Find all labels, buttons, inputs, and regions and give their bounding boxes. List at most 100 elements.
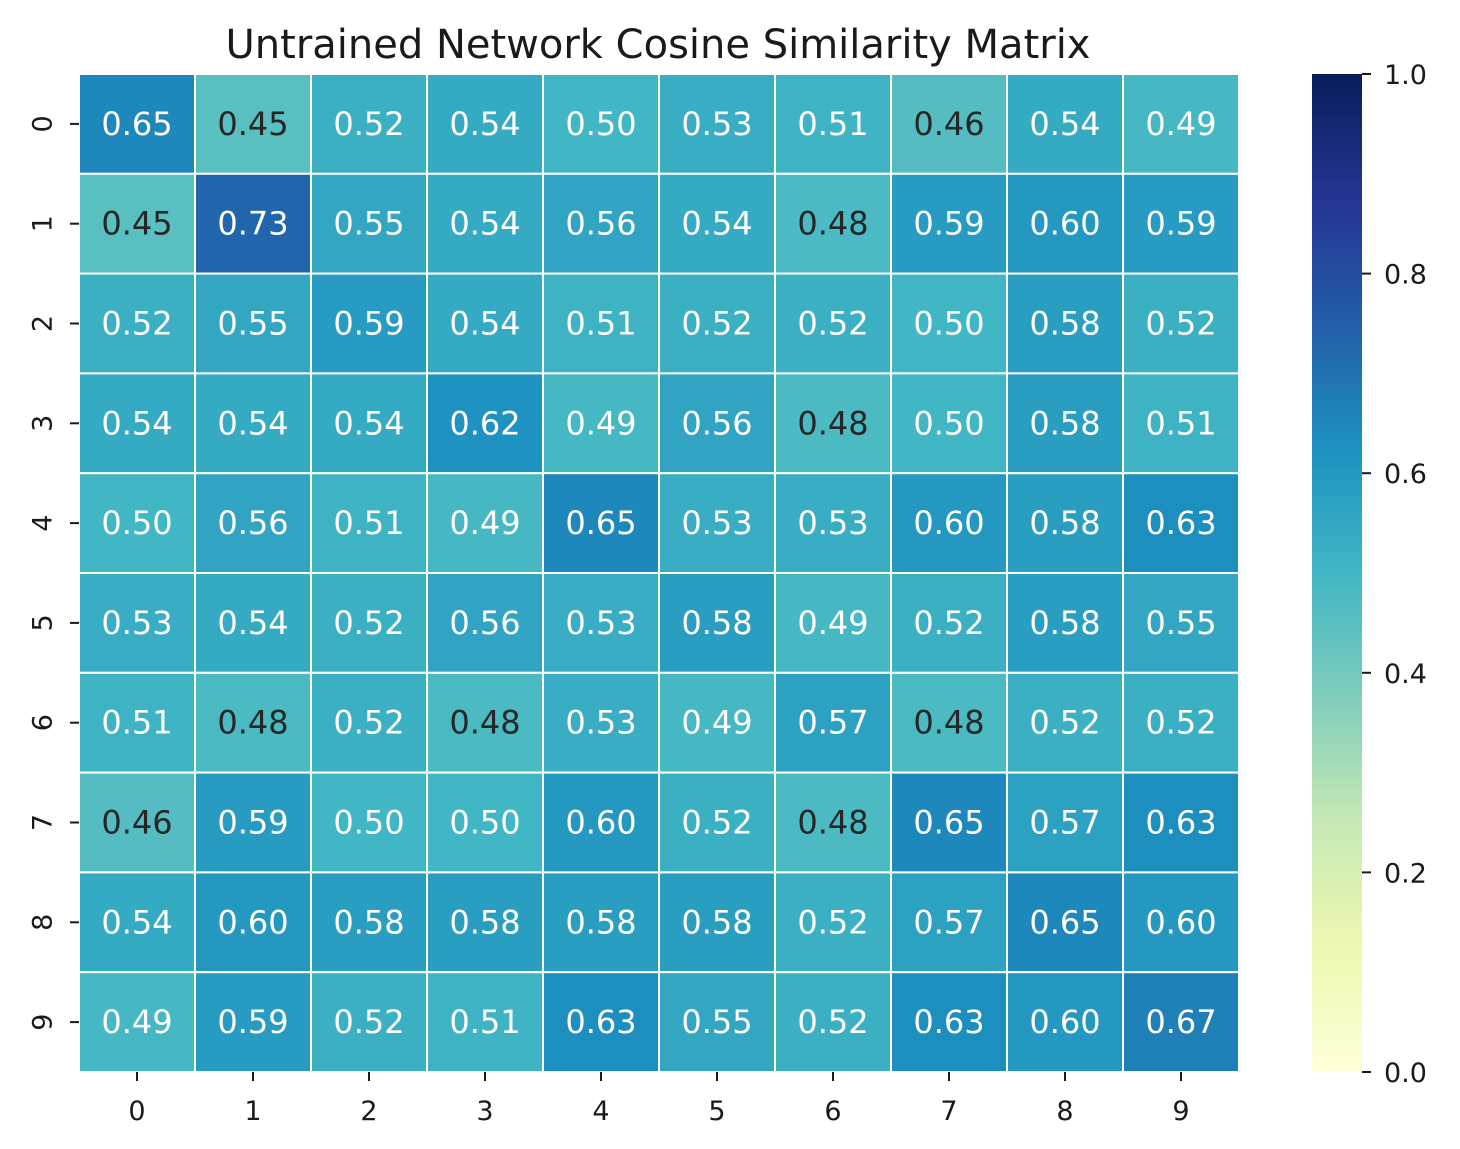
heatmap-cell: [542, 771, 660, 874]
cell-value-label: 0.49: [101, 1003, 172, 1041]
cell-value-label: 0.59: [217, 804, 288, 842]
heatmap-cell: [658, 472, 776, 575]
heatmap-cell: [890, 871, 1008, 974]
heatmap-cell: [1122, 272, 1240, 375]
cell-value-label: 0.57: [1029, 804, 1100, 842]
cell-value-label: 0.63: [913, 1003, 984, 1041]
cell-value-label: 0.60: [913, 504, 984, 542]
x-tick-label: 5: [708, 1096, 725, 1127]
heatmap-cell: [658, 971, 776, 1074]
x-tick-label: 9: [1172, 1096, 1189, 1127]
cell-value-label: 0.51: [797, 105, 868, 143]
cell-value-label: 0.59: [913, 205, 984, 243]
y-tick-label: 4: [28, 515, 59, 532]
colorbar-tick-label: 0.8: [1384, 260, 1427, 291]
x-tick-label: 6: [824, 1096, 841, 1127]
heatmap-cell: [310, 472, 428, 575]
cell-value-label: 0.60: [217, 903, 288, 941]
y-tick-label: 6: [28, 714, 59, 731]
cell-value-label: 0.48: [449, 704, 520, 742]
heatmap-cell: [1122, 771, 1240, 874]
cell-value-label: 0.58: [449, 903, 520, 941]
heatmap-cell: [1006, 472, 1124, 575]
heatmap-cell: [774, 771, 892, 874]
cell-value-label: 0.51: [1145, 404, 1216, 442]
heatmap-cell: [78, 671, 196, 774]
heatmap-cell: [1122, 871, 1240, 974]
cell-value-label: 0.53: [565, 704, 636, 742]
heatmap-cell: [78, 372, 196, 475]
cell-value-label: 0.60: [565, 804, 636, 842]
x-tick-label: 3: [476, 1096, 493, 1127]
heatmap-cell: [542, 272, 660, 375]
heatmap-cell: [310, 73, 428, 175]
heatmap-cell: [310, 572, 428, 674]
heatmap-cell: [658, 671, 776, 774]
cell-value-label: 0.50: [913, 404, 984, 442]
heatmap-cell: [890, 73, 1008, 175]
x-tick-label: 0: [128, 1096, 145, 1127]
cell-value-label: 0.49: [797, 604, 868, 642]
cell-value-label: 0.48: [797, 205, 868, 243]
cell-value-label: 0.48: [797, 404, 868, 442]
cell-value-label: 0.60: [1029, 205, 1100, 243]
cell-value-label: 0.50: [449, 804, 520, 842]
heatmap-cell: [78, 971, 196, 1074]
cell-value-label: 0.54: [681, 205, 752, 243]
colorbar-gradient: [1312, 74, 1362, 1072]
cell-value-label: 0.65: [913, 804, 984, 842]
cell-value-label: 0.52: [1029, 704, 1100, 742]
colorbar-ticks: 0.0 0.2 0.4 0.6 0.8 1.0: [1362, 60, 1427, 1089]
cell-value-label: 0.52: [333, 1003, 404, 1041]
cell-value-label: 0.54: [449, 305, 520, 343]
x-tick-label: 2: [360, 1096, 377, 1127]
heatmap-cell: [310, 771, 428, 874]
heatmap-cell: [426, 771, 544, 874]
cell-value-label: 0.67: [1145, 1003, 1216, 1041]
colorbar-tick-label: 0.0: [1384, 1058, 1427, 1089]
heatmap-cell: [1122, 671, 1240, 774]
cell-value-label: 0.51: [449, 1003, 520, 1041]
heatmap-cell: [542, 871, 660, 974]
cell-value-label: 0.56: [217, 504, 288, 542]
cell-value-label: 0.58: [1029, 305, 1100, 343]
cell-value-label: 0.54: [449, 105, 520, 143]
heatmap-cell: [1006, 572, 1124, 674]
x-tick-label: 1: [244, 1096, 261, 1127]
cell-value-label: 0.49: [1145, 105, 1216, 143]
heatmap-cell: [1006, 971, 1124, 1074]
heatmap-cell: [1006, 172, 1124, 275]
cell-value-label: 0.52: [101, 305, 172, 343]
heatmap-cell: [542, 572, 660, 674]
cell-value-label: 0.58: [681, 604, 752, 642]
x-tick-label: 8: [1056, 1096, 1073, 1127]
y-tick-label: 5: [28, 614, 59, 631]
heatmap-cell: [1006, 372, 1124, 475]
colorbar: 0.0 0.2 0.4 0.6 0.8 1.0: [1312, 60, 1427, 1089]
heatmap-cell: [890, 172, 1008, 275]
heatmap-cell: [890, 971, 1008, 1074]
cell-value-label: 0.59: [217, 1003, 288, 1041]
cell-value-label: 0.63: [1145, 804, 1216, 842]
cell-value-label: 0.54: [1029, 105, 1100, 143]
heatmap-cell: [194, 871, 312, 974]
cell-value-label: 0.51: [101, 704, 172, 742]
cell-value-label: 0.58: [565, 903, 636, 941]
cell-value-label: 0.46: [101, 804, 172, 842]
heatmap-cell: [658, 572, 776, 674]
colorbar-tick-label: 1.0: [1384, 60, 1427, 91]
heatmap-cell: [194, 73, 312, 175]
cell-value-label: 0.58: [681, 903, 752, 941]
heatmap-cell: [194, 272, 312, 375]
cell-value-label: 0.65: [565, 504, 636, 542]
cell-value-label: 0.52: [797, 903, 868, 941]
heatmap-cell: [890, 472, 1008, 575]
cell-value-label: 0.52: [797, 1003, 868, 1041]
cell-value-label: 0.45: [217, 105, 288, 143]
heatmap-cell: [774, 971, 892, 1074]
heatmap-cell: [426, 871, 544, 974]
heatmap-cell: [194, 472, 312, 575]
cell-value-label: 0.53: [681, 504, 752, 542]
y-axis: 0 1 2 3 4 5 6 7 8 9: [28, 115, 79, 1031]
